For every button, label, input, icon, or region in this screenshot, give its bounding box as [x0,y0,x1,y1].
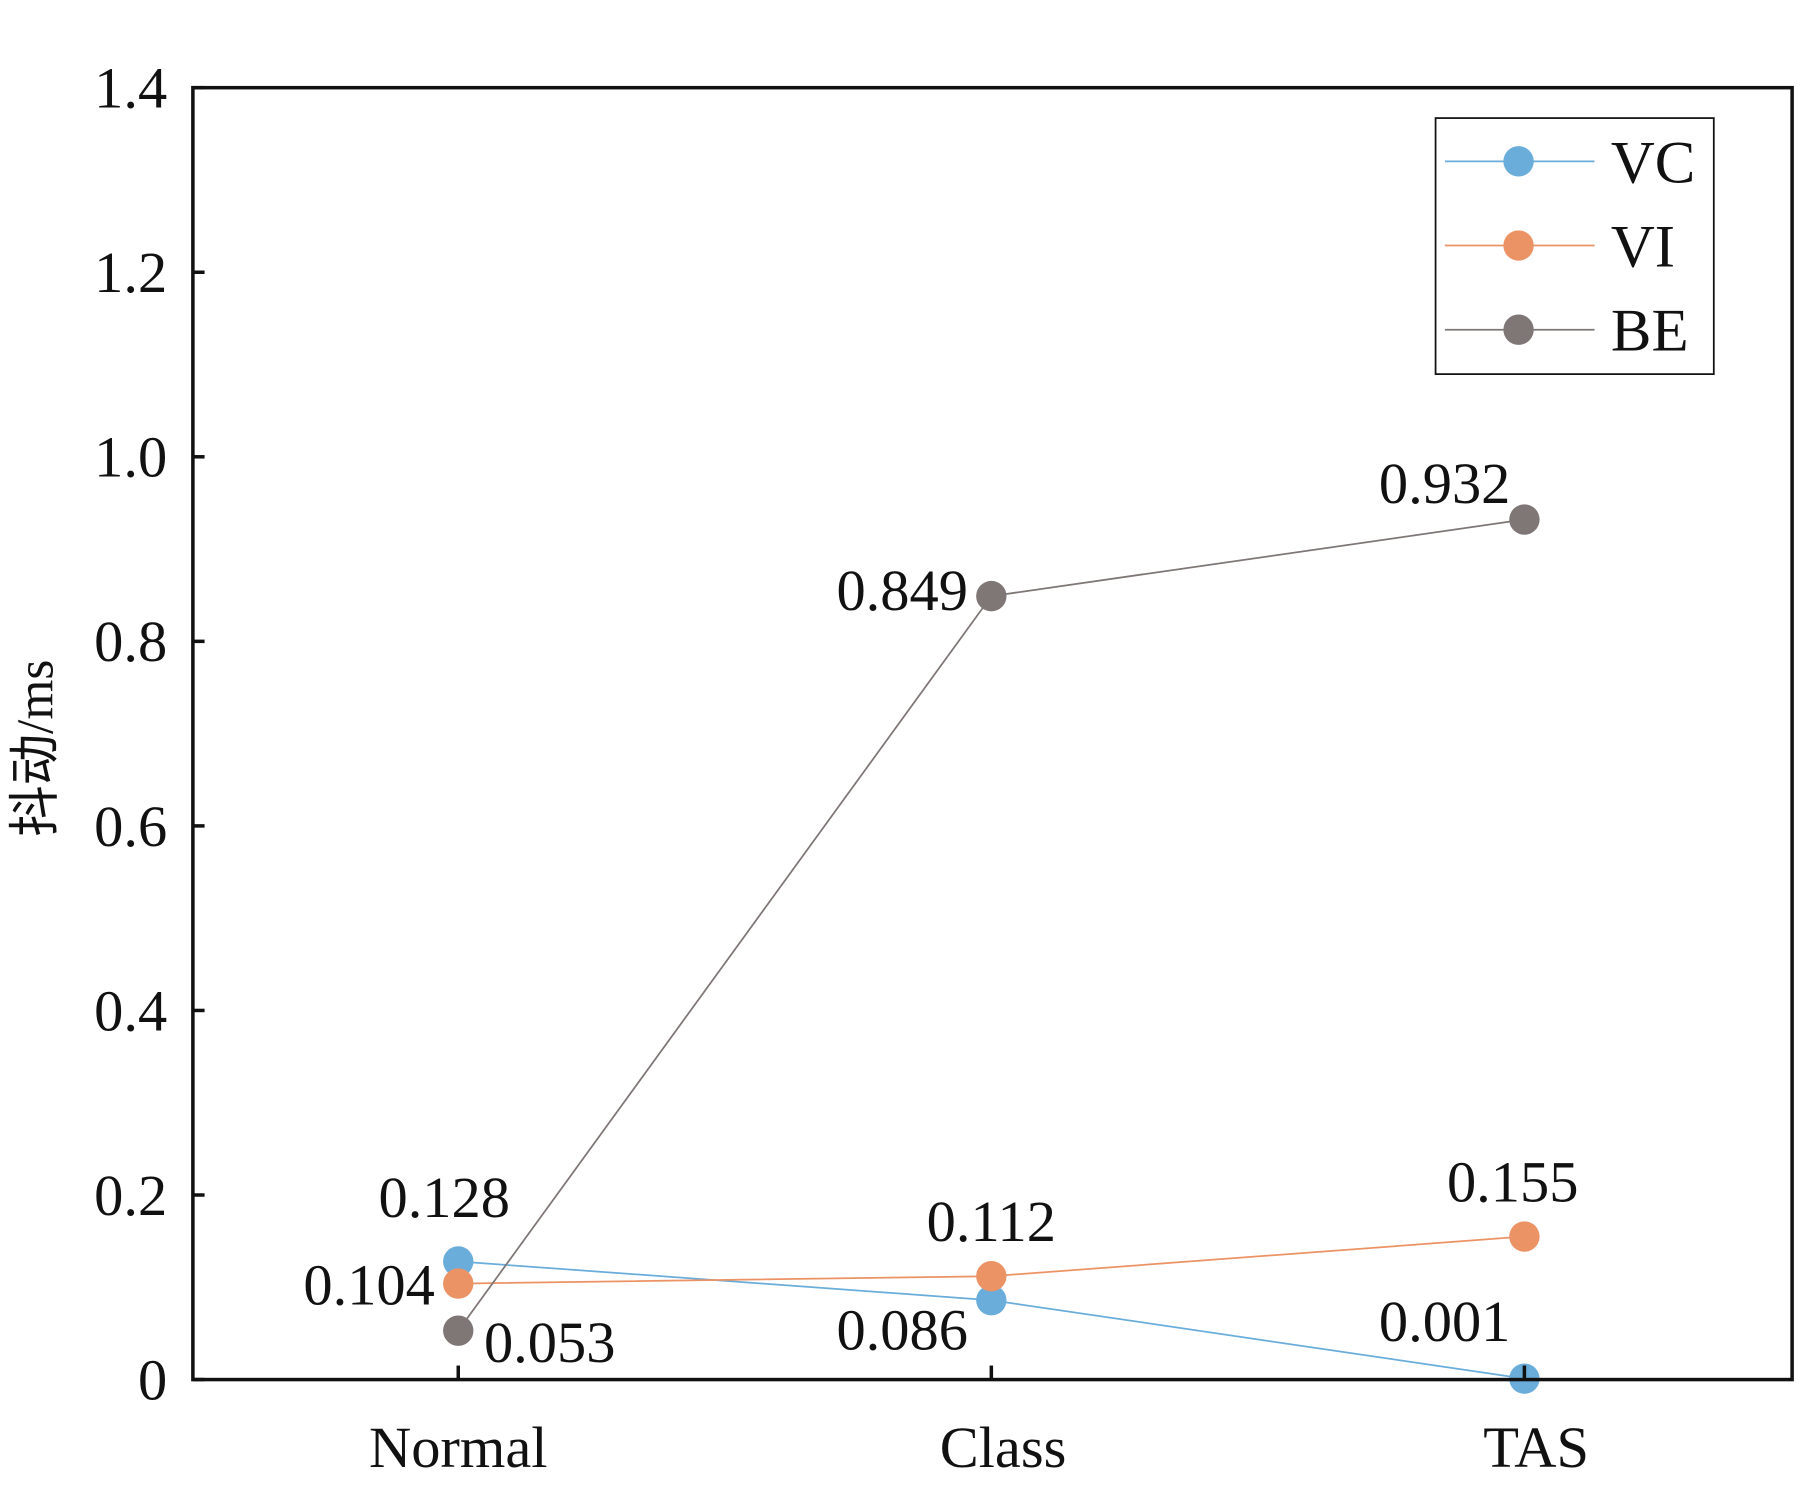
data-label-vc: 0.128 [378,1165,509,1230]
data-label-vi: 0.112 [927,1189,1056,1254]
data-point-vi [976,1261,1007,1292]
y-tick-label: 0.2 [94,1163,167,1228]
data-point-vc [443,1246,474,1277]
data-label-vi: 0.104 [303,1253,434,1318]
y-tick-label: 1.2 [94,240,167,305]
data-point-be [1509,504,1540,535]
x-tick-label: TAS [1483,1415,1589,1480]
data-label-be: 0.932 [1379,451,1510,516]
legend-label-be: BE [1611,298,1689,365]
y-axis-label: 抖动/ms [8,660,65,837]
data-point-vi [443,1268,474,1299]
legend-label-vc: VC [1611,129,1695,196]
data-point-vc [976,1285,1007,1316]
y-tick-label: 1.0 [94,425,167,490]
y-tick-label: 0 [138,1347,167,1412]
data-point-be [443,1315,474,1346]
data-point-be [976,580,1007,612]
legend: VC VI BE [1434,117,1715,375]
legend-marker-vc [1503,146,1534,177]
y-tick-label: 0.6 [94,794,167,859]
data-point-vi [1509,1221,1540,1252]
data-label-be: 0.053 [484,1310,615,1375]
legend-marker-be [1503,314,1534,345]
legend-marker-vi [1503,230,1534,261]
data-label-vc: 0.086 [836,1297,967,1362]
legend-label-vi: VI [1611,214,1675,281]
y-tick-label: 0.4 [94,978,167,1043]
data-label-vi: 0.155 [1447,1149,1578,1214]
y-tick-label: 0.8 [94,609,167,674]
data-label-vc: 0.001 [1379,1289,1510,1354]
y-tick-label: 1.4 [94,56,167,121]
x-tick-label: Class [940,1415,1067,1480]
x-tick-label: Normal [369,1415,548,1480]
data-label-be: 0.849 [836,558,967,623]
